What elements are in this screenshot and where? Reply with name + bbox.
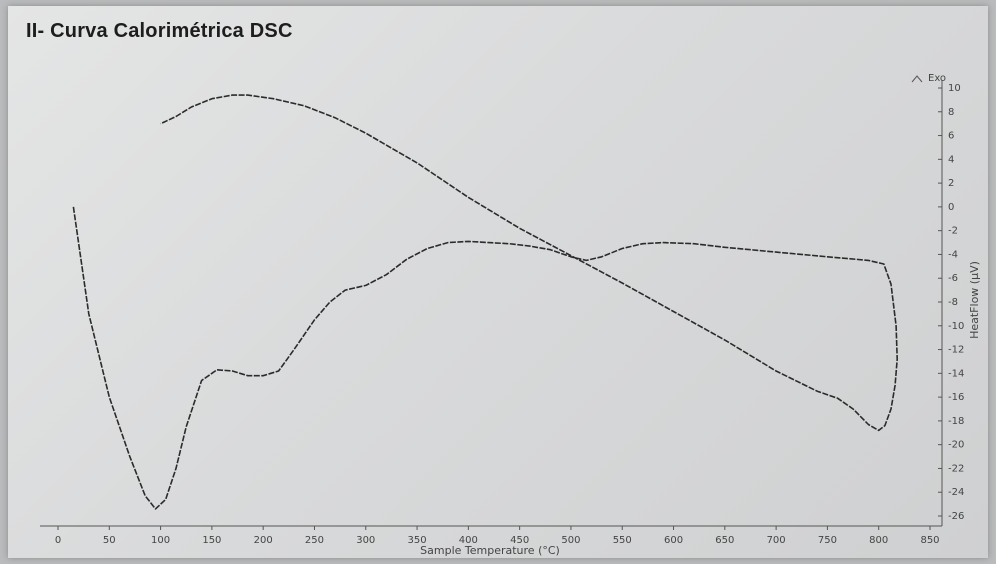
- exo-label: Exo: [928, 73, 946, 84]
- x-tick-label: 650: [715, 535, 734, 546]
- x-tick-label: 100: [151, 535, 170, 546]
- y-tick-label: -20: [948, 440, 964, 451]
- y-tick-label: 2: [948, 178, 954, 189]
- y-axis: 10 8 6 4 2 0 -2 -4 -6 -8 -10 -12 -14 -16 -18 -20 -22 -24 -…: [938, 80, 964, 526]
- y-tick-label: 6: [948, 131, 954, 142]
- y-tick-label: -8: [948, 297, 958, 308]
- y-tick-label: -18: [948, 416, 964, 427]
- x-tick-label: 0: [55, 535, 61, 546]
- y-tick-label: -16: [948, 392, 964, 403]
- y-tick-label: -24: [948, 487, 964, 498]
- y-tick-label: 8: [948, 107, 954, 118]
- dsc-curve: [72, 94, 898, 510]
- y-tick-label: -6: [948, 273, 958, 284]
- x-tick-label: 50: [103, 535, 116, 546]
- y-tick-label: -14: [948, 368, 964, 379]
- x-tick-label: 200: [254, 535, 273, 546]
- x-tick-label: 450: [510, 535, 529, 546]
- x-tick-label: 850: [920, 535, 939, 546]
- y-tick-label: -12: [948, 345, 964, 356]
- x-tick-label: 300: [356, 535, 375, 546]
- y-tick-label: 10: [948, 83, 961, 94]
- x-tick-label: 350: [408, 535, 427, 546]
- y-tick-label: -2: [948, 226, 958, 237]
- y-tick-label: -22: [948, 463, 964, 474]
- y-axis-title: HeatFlow (µV): [968, 261, 981, 339]
- y-tick-label: 4: [948, 154, 954, 165]
- x-tick-label: 550: [613, 535, 632, 546]
- chart-paper: [8, 6, 988, 558]
- x-axis: 0 50 100 150 200 250 300 350 400 450 500 550 600 650 7…: [40, 525, 942, 546]
- y-tick-label: -4: [948, 249, 958, 260]
- exo-arrow-icon: [911, 75, 923, 83]
- x-tick-label: 150: [202, 535, 221, 546]
- x-tick-label: 500: [561, 535, 580, 546]
- y-tick-label: -10: [948, 321, 964, 332]
- x-tick-label: 400: [459, 535, 478, 546]
- y-tick-label: -26: [948, 511, 964, 522]
- x-tick-label: 250: [305, 535, 324, 546]
- x-tick-label: 600: [664, 535, 683, 546]
- y-tick-label: 0: [948, 202, 954, 213]
- x-tick-label: 700: [767, 535, 786, 546]
- x-axis-title: Sample Temperature (°C): [420, 544, 560, 557]
- x-tick-label: 800: [869, 535, 888, 546]
- x-tick-label: 750: [818, 535, 837, 546]
- chart-title: II- Curva Calorimétrica DSC: [26, 20, 293, 42]
